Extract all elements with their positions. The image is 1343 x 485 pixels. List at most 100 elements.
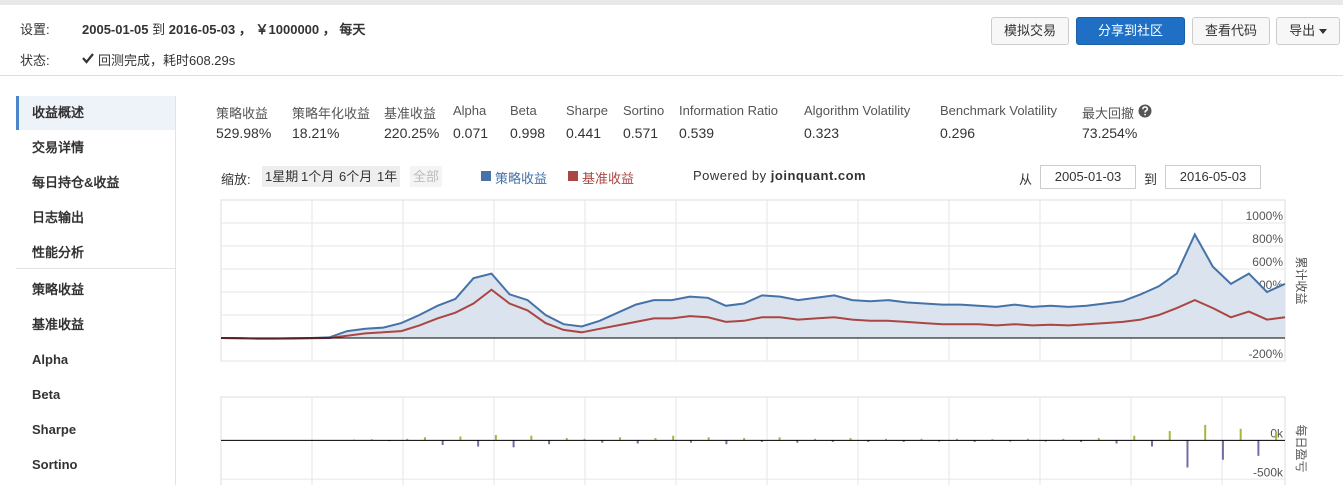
bar [938,440,941,442]
sep: ， [238,22,252,37]
metric-label: 最大回撤 [1082,106,1135,121]
zoom-label: 缩放: [221,172,251,187]
divider [16,268,175,269]
y-tick-label: 0k [1270,427,1284,441]
metric-label: Information Ratio [679,103,778,118]
line [220,232,1286,340]
y-tick-label: 600% [1252,255,1283,269]
metric-value: 18.21% [292,125,340,141]
zoom-button[interactable]: 1个月 [298,166,338,187]
frequency: 每天 [339,22,366,37]
bar [1044,440,1047,442]
bar [743,438,746,441]
zoom-button[interactable]: 1年 [374,166,401,187]
status: 回测完成，耗时608.29s [98,53,236,68]
bar [885,438,887,441]
bar [973,440,976,442]
capital: ￥1000000 [255,22,320,37]
bar [654,438,657,441]
bar [406,438,409,441]
bar [955,438,958,441]
metric-label: Alpha [453,103,487,118]
plot-frame [220,396,1286,485]
menu-item[interactable]: 基准收益 [32,317,85,332]
y-axis-label: 累计收益 [1294,256,1308,304]
menu-item[interactable]: 策略收益 [32,282,85,297]
bar [1257,440,1260,456]
bar [459,436,462,441]
menu-item[interactable]: 交易详情 [32,140,85,155]
y-tick-label: -200% [1248,347,1283,361]
bar [707,437,710,441]
bar [831,440,834,442]
bar [423,437,426,441]
bar [920,438,923,441]
bar [565,438,568,441]
check-icon [82,53,94,64]
to-label: 到 [1144,172,1158,187]
menu-item[interactable]: 收益概述 [16,96,175,130]
caret [1318,29,1327,35]
menu-item[interactable]: Sortino [32,457,78,472]
zoom-button[interactable]: 6个月 [336,166,376,187]
button[interactable]: 查看代码 [1192,17,1270,45]
zoom-button[interactable]: 全部 [410,166,443,187]
date-end: 2016-05-03 [168,22,236,37]
bar [672,435,675,441]
metric-label: 基准收益 [384,106,437,121]
bar [1009,440,1012,442]
bar [477,440,480,447]
menu-item[interactable]: Sharpe [32,422,77,437]
bar [548,440,551,445]
export-button[interactable]: 导出 [1276,17,1340,45]
date-start: 2005-01-05 [82,22,149,37]
status-label: 状态: [20,53,50,68]
bar [601,440,604,443]
metric-label: Sharpe [566,103,608,118]
menu-item[interactable]: 日志输出 [32,210,85,225]
bar [902,440,905,442]
metric-value: 0.998 [510,125,546,141]
settings-label: 设置: [20,22,50,37]
menu-item[interactable]: Alpha [32,352,69,367]
to: 到 [152,22,166,37]
settings: 2005-01-05 到 2016-05-03 ， ￥1000000 ， 每天 [82,19,365,38]
menu-item[interactable]: 性能分析 [32,245,85,260]
button[interactable]: 模拟交易 [991,17,1069,45]
from-input[interactable]: 2005-01-03 [1040,165,1136,189]
bar [1062,438,1065,441]
metric-label: Benchmark Volatility [940,103,1058,118]
y-axis-label: 每日盈亏 [1294,424,1309,472]
from-label: 从 [1019,172,1033,187]
metric-value: 220.25% [384,125,440,141]
bar [760,440,763,442]
metric-value: 73.254% [1082,125,1138,141]
metric-label: Beta [510,103,537,118]
area [221,234,1285,339]
bar [441,440,444,446]
bar [370,439,373,441]
bar [1151,440,1153,447]
metric-label: 策略年化收益 [292,106,371,121]
bar [1097,438,1100,441]
share-button[interactable]: 分享到社区 [1076,17,1185,45]
help-icon[interactable] [1138,104,1152,118]
y-tick-label: 800% [1252,232,1283,246]
bar [494,434,497,441]
bar [991,439,994,441]
legend-label[interactable]: 策略收益 [495,171,548,186]
metric-label: Sortino [623,103,665,118]
zoom-button[interactable]: 1星期 [262,166,302,187]
bar [1133,435,1136,441]
bar [583,438,586,441]
bar [814,438,817,441]
bar [1026,438,1029,441]
legend-label[interactable]: 基准收益 [582,171,635,186]
menu-item[interactable]: 每日持仓&收益 [32,175,120,190]
bar [1204,424,1207,441]
menu-item[interactable]: Beta [32,387,61,402]
bar [619,437,621,441]
bar [1168,431,1171,441]
metric-value: 0.296 [940,125,976,141]
to-input[interactable]: 2016-05-03 [1165,165,1261,189]
